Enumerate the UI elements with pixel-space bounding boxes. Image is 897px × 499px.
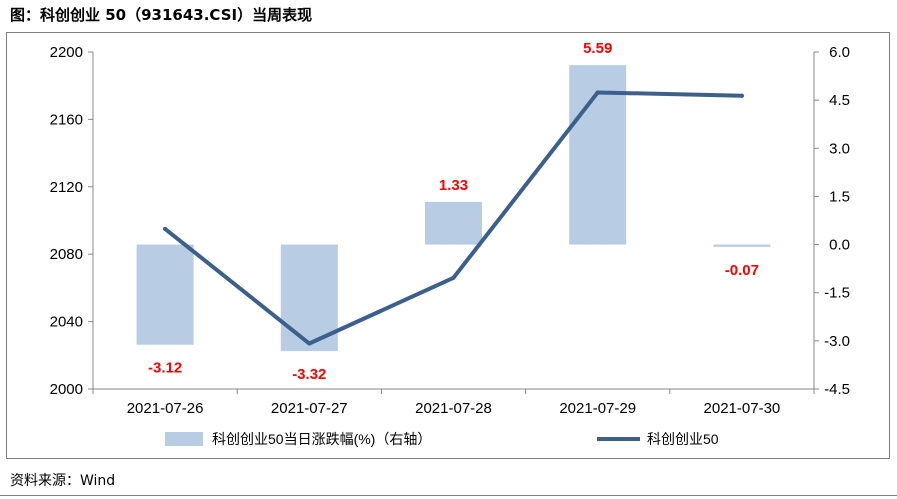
bar (136, 244, 194, 345)
x-tick-label: 2021-07-27 (271, 400, 348, 417)
bar (425, 201, 482, 245)
bar-series (136, 65, 771, 352)
x-tick-label: 2021-07-26 (127, 400, 204, 417)
x-axis-ticks: 2021-07-26 2021-07-27 2021-07-28 2021-07-29… (92, 389, 815, 417)
chart-title: 图：科创创业 50（931643.CSI）当周表现 (10, 6, 313, 24)
left-tick-label: 2200 (50, 44, 83, 61)
line-point (307, 341, 312, 346)
right-tick-label: 0.0 (829, 237, 850, 254)
line-point (595, 90, 600, 95)
x-tick-label: 2021-07-28 (415, 400, 492, 417)
right-tick-label: -4.5 (824, 381, 850, 398)
chart-frame (6, 32, 890, 459)
right-axis-ticks: -4.5 -3.0 -1.5 0.0 1.5 3.0 4.5 6.0 (814, 44, 850, 398)
line-point (451, 275, 456, 280)
bar (713, 244, 771, 247)
left-axis-ticks: 2000 2040 2080 2120 2160 2200 (50, 44, 93, 398)
x-tick-label: 2021-07-30 (704, 400, 781, 417)
bar-data-label: -3.32 (292, 366, 326, 383)
bar-data-label: 1.33 (439, 177, 468, 194)
right-tick-label: -1.5 (824, 285, 850, 302)
left-tick-label: 2080 (50, 246, 83, 263)
legend-line-label: 科创创业50 (647, 431, 719, 447)
line-series (163, 90, 744, 346)
right-tick-label: 6.0 (829, 44, 850, 61)
left-tick-label: 2040 (50, 314, 83, 331)
right-tick-label: 3.0 (829, 140, 850, 157)
bar-data-labels: -3.12 -3.32 1.33 5.59 -0.07 (148, 40, 759, 383)
bar-data-label: -3.12 (148, 360, 182, 377)
left-tick-label: 2000 (50, 381, 83, 398)
line-point (163, 226, 168, 231)
legend-bar-swatch (165, 432, 203, 446)
legend: 科创创业50当日涨跌幅(%)（右轴） 科创创业50 (165, 431, 719, 447)
bottom-rule (0, 495, 897, 496)
bar-data-label: 5.59 (583, 40, 612, 57)
source-note: 资料来源：Wind (10, 473, 116, 489)
left-tick-label: 2160 (50, 111, 83, 128)
line-point (739, 93, 744, 98)
bar-data-label: -0.07 (725, 262, 759, 279)
legend-bar-label: 科创创业50当日涨跌幅(%)（右轴） (212, 431, 431, 447)
right-tick-label: 4.5 (829, 92, 850, 109)
x-tick-label: 2021-07-29 (559, 400, 636, 417)
left-tick-label: 2120 (50, 179, 83, 196)
right-tick-label: -3.0 (824, 333, 850, 350)
combo-chart: 2000 2040 2080 2120 2160 2200 -4.5 -3.0 -1.5 0.0… (50, 40, 850, 447)
right-tick-label: 1.5 (829, 188, 850, 205)
